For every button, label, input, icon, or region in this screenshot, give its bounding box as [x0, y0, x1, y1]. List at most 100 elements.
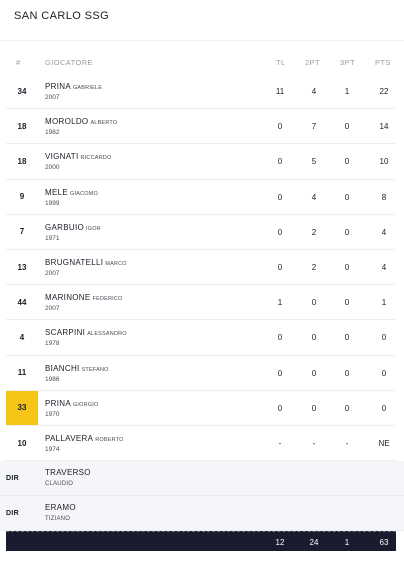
player-name[interactable]: VIGNATI RICCARDO — [45, 152, 111, 161]
player-first-name: GIACOMO — [70, 190, 98, 197]
stat-3pt: 0 — [344, 263, 350, 272]
stat-2pt: - — [312, 439, 316, 448]
player-name[interactable]: PRINA GIORGIO — [45, 399, 99, 408]
table-row: 34 PRINA GABRIELE 2007 11 4 1 22 — [6, 74, 396, 110]
table-row: 7 GARBUIO IGOR 1971 0 2 0 4 — [6, 215, 396, 250]
stat-tl: 0 — [277, 263, 283, 272]
player-last-name: BRUGNATELLI — [45, 258, 104, 267]
table-row: 33 PRINA GIORGIO 1970 0 0 0 0 — [6, 390, 396, 426]
player-first-name: GIORGIO — [72, 401, 99, 408]
player-name[interactable]: SCARPINI ALESSANDRO — [45, 328, 127, 337]
player-name[interactable]: MARINONE FEDERICO — [45, 293, 123, 302]
player-number: 9 — [19, 192, 25, 202]
player-last-name: MELE — [45, 187, 68, 197]
stat-tl: 0 — [277, 157, 283, 167]
player-first-name: IGOR — [86, 225, 101, 232]
stat-pts: 4 — [381, 263, 387, 272]
player-first-name: GABRIELE — [72, 85, 103, 91]
stat-2pt: 7 — [311, 122, 317, 132]
table-row: 18 MOROLDO ALBERTO 1982 0 7 0 14 — [6, 109, 396, 145]
totals-row: 12 24 1 63 — [6, 531, 396, 551]
player-name[interactable]: PALLAVERA ROBERTO — [45, 434, 124, 443]
staff-last-name[interactable]: ERAMO — [45, 503, 76, 512]
player-birth-year: 2007 — [45, 94, 60, 101]
player-last-name: PRINA — [45, 398, 71, 408]
stat-pts: 0 — [381, 368, 387, 378]
player-number: 7 — [19, 227, 25, 237]
player-name[interactable]: PRINA GABRIELE — [45, 82, 102, 91]
stat-3pt: 0 — [344, 122, 350, 132]
player-first-name: ALBERTO — [90, 120, 118, 127]
stat-pts: 22 — [379, 87, 389, 96]
table-row: 11 BIANCHI STEFANO 1986 0 0 0 0 — [6, 356, 396, 391]
stat-tl: - — [278, 439, 282, 448]
player-name[interactable]: BRUGNATELLI MARCO — [45, 258, 127, 267]
stat-2pt: 0 — [311, 298, 317, 308]
stat-tl: 0 — [277, 192, 283, 202]
stat-tl: 0 — [277, 403, 283, 413]
stat-3pt: 0 — [344, 403, 350, 413]
player-last-name: MOROLDO — [45, 117, 89, 127]
player-last-name: BIANCHI — [45, 363, 80, 373]
stat-3pt: 0 — [344, 333, 350, 343]
player-first-name: RICCARDO — [80, 155, 112, 162]
staff-last-name[interactable]: TRAVERSO — [45, 468, 91, 477]
header-2pt: 2PT — [305, 58, 320, 67]
player-number: 44 — [17, 297, 27, 307]
stat-tl: 11 — [275, 87, 285, 96]
player-birth-year: 1999 — [45, 199, 60, 207]
player-number: 18 — [17, 121, 27, 131]
title-divider — [0, 40, 404, 41]
header-tl: TL — [276, 58, 286, 67]
stat-2pt: 2 — [311, 263, 317, 272]
player-first-name: STEFANO — [81, 366, 109, 373]
player-last-name: GARBUIO — [45, 222, 84, 232]
stat-pts: 1 — [381, 298, 387, 308]
player-birth-year: 2000 — [45, 164, 60, 172]
table-row: 44 MARINONE FEDERICO 2007 1 0 0 1 — [6, 285, 396, 321]
player-birth-year: 1974 — [45, 446, 60, 453]
stat-3pt: 0 — [344, 298, 350, 308]
header-player: GIOCATORE — [45, 58, 93, 67]
player-birth-year: 2007 — [45, 270, 60, 277]
stat-2pt: 0 — [311, 333, 317, 343]
player-birth-year: 1986 — [45, 375, 60, 383]
stat-pts: NE — [378, 439, 390, 448]
stat-pts: 14 — [379, 122, 389, 132]
player-birth-year: 1982 — [45, 129, 60, 137]
player-number: 18 — [17, 156, 27, 166]
stat-pts: 10 — [379, 157, 389, 167]
stat-2pt: 2 — [311, 227, 317, 237]
stat-2pt: 0 — [311, 403, 317, 413]
player-number: 34 — [17, 86, 27, 96]
team-title: SAN CARLO SSG — [14, 10, 110, 22]
table-row: 10 PALLAVERA ROBERTO 1974 - - - NE — [6, 426, 396, 462]
header-number: # — [16, 58, 21, 67]
staff-row: DIR ERAMO TIZIANO — [0, 496, 404, 531]
player-birth-year: 2007 — [45, 305, 60, 313]
staff-first-name: TIZIANO — [45, 516, 71, 522]
stat-pts: 8 — [381, 192, 387, 202]
player-last-name: PRINA — [45, 82, 71, 91]
table-row: 9 MELE GIACOMO 1999 0 4 0 8 — [6, 180, 396, 215]
stat-3pt: 0 — [344, 192, 350, 202]
player-name[interactable]: MOROLDO ALBERTO — [45, 117, 117, 126]
player-name[interactable]: BIANCHI STEFANO — [45, 364, 109, 373]
stat-pts: 4 — [381, 227, 387, 237]
stat-pts: 0 — [381, 333, 387, 343]
stat-2pt: 0 — [311, 368, 317, 378]
player-last-name: SCARPINI — [45, 328, 86, 338]
player-first-name: ALESSANDRO — [87, 331, 127, 338]
player-name[interactable]: MELE GIACOMO — [45, 188, 98, 197]
player-first-name: MARCO — [105, 261, 127, 267]
staff-row: DIR TRAVERSO CLAUDIO — [0, 461, 404, 496]
table-header: # GIOCATORE TL 2PT 3PT PTS — [0, 52, 404, 72]
stat-3pt: 0 — [344, 157, 350, 167]
stat-2pt: 4 — [311, 192, 317, 202]
player-birth-year: 1978 — [45, 340, 60, 348]
stat-2pt: 5 — [311, 157, 317, 167]
player-name[interactable]: GARBUIO IGOR — [45, 223, 101, 232]
total-tl: 12 — [275, 538, 285, 547]
player-last-name: PALLAVERA — [45, 434, 94, 443]
stat-2pt: 4 — [311, 87, 317, 96]
